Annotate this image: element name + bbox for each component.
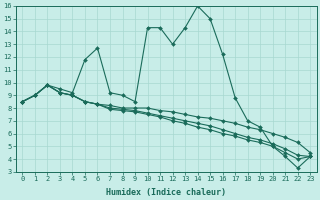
X-axis label: Humidex (Indice chaleur): Humidex (Indice chaleur)	[106, 188, 226, 197]
